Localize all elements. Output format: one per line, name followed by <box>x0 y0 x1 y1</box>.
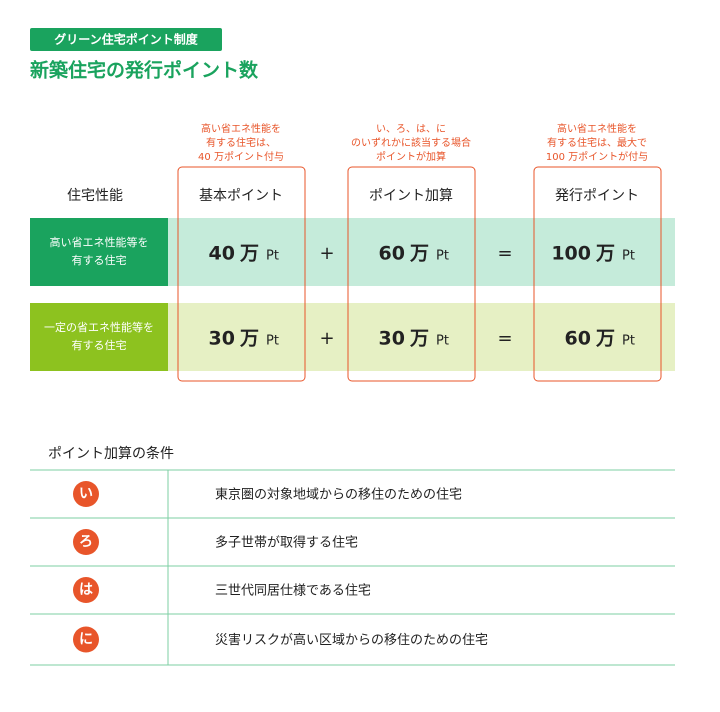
unit-pt: Pt <box>622 334 635 349</box>
row-label-box <box>30 303 168 371</box>
condition: 多子世帯が取得する住宅 <box>215 535 358 551</box>
note: 40 万ポイント付与 <box>198 150 284 163</box>
point-value: 40 <box>209 243 235 265</box>
point-value: 30 <box>209 328 235 350</box>
unit-pt: Pt <box>436 249 449 264</box>
condition: 東京圏の対象地域からの移住のための住宅 <box>215 487 462 503</box>
unit-pt: Pt <box>266 334 279 349</box>
unit-man: 万 <box>595 243 615 265</box>
row-label: 有する住宅 <box>72 253 127 267</box>
tag: グリーン住宅ポイント制度 <box>54 32 198 47</box>
point-value: 30 <box>379 328 405 350</box>
note: 高い省エネ性能を <box>201 122 281 135</box>
note: のいずれかに該当する場合 <box>351 136 471 149</box>
plus: + <box>319 243 334 264</box>
column-header: 基本ポイント <box>199 187 283 204</box>
note: い、ろ、は、に <box>376 123 446 135</box>
note: 有する住宅は、 <box>206 136 276 149</box>
point-value: 60 <box>379 243 405 265</box>
conditions-title: ポイント加算の条件 <box>48 445 174 462</box>
column-header: ポイント加算 <box>369 188 453 204</box>
mark: は <box>79 582 93 598</box>
row-label: 有する住宅 <box>72 338 127 352</box>
mark: に <box>79 632 93 648</box>
mark-circle <box>73 481 99 507</box>
point-value: 100 <box>551 243 591 265</box>
row-label: 高い省エネ性能等を <box>50 235 149 249</box>
note: 高い省エネ性能を <box>557 122 637 135</box>
row-band <box>168 218 675 286</box>
condition: 三世代同居仕様である住宅 <box>215 584 371 599</box>
note: 有する住宅は、最大で <box>547 136 647 149</box>
condition: 災害リスクが高い区域からの移住のための住宅 <box>215 632 488 648</box>
mark: い <box>79 486 93 502</box>
tag-box <box>30 28 222 51</box>
unit-pt: Pt <box>622 249 635 264</box>
point-value: 60 <box>565 328 591 350</box>
unit-man: 万 <box>409 243 429 265</box>
unit-pt: Pt <box>266 249 279 264</box>
row-band <box>168 303 675 371</box>
unit-man: 万 <box>239 243 259 265</box>
column-header: 発行ポイント <box>555 188 639 204</box>
equals: = <box>497 243 512 264</box>
unit-man: 万 <box>595 328 615 350</box>
title: 新築住宅の発行ポイント数 <box>30 59 259 82</box>
equals: = <box>497 328 512 349</box>
column-outline <box>533 166 662 382</box>
mark-circle <box>73 529 99 555</box>
column-header: 住宅性能 <box>67 188 123 204</box>
mark: ろ <box>79 534 93 550</box>
unit-man: 万 <box>409 328 429 350</box>
row-label-box <box>30 218 168 286</box>
unit-pt: Pt <box>436 334 449 349</box>
column-outline <box>347 166 476 382</box>
mark-circle <box>73 577 99 603</box>
row-label: 一定の省エネ性能等を <box>44 320 154 334</box>
note: ポイントが加算 <box>376 150 446 163</box>
mark-circle <box>73 626 99 653</box>
unit-man: 万 <box>239 328 259 350</box>
plus: + <box>319 328 334 349</box>
note: 100 万ポイントが付与 <box>546 150 648 163</box>
column-outline <box>177 166 306 382</box>
